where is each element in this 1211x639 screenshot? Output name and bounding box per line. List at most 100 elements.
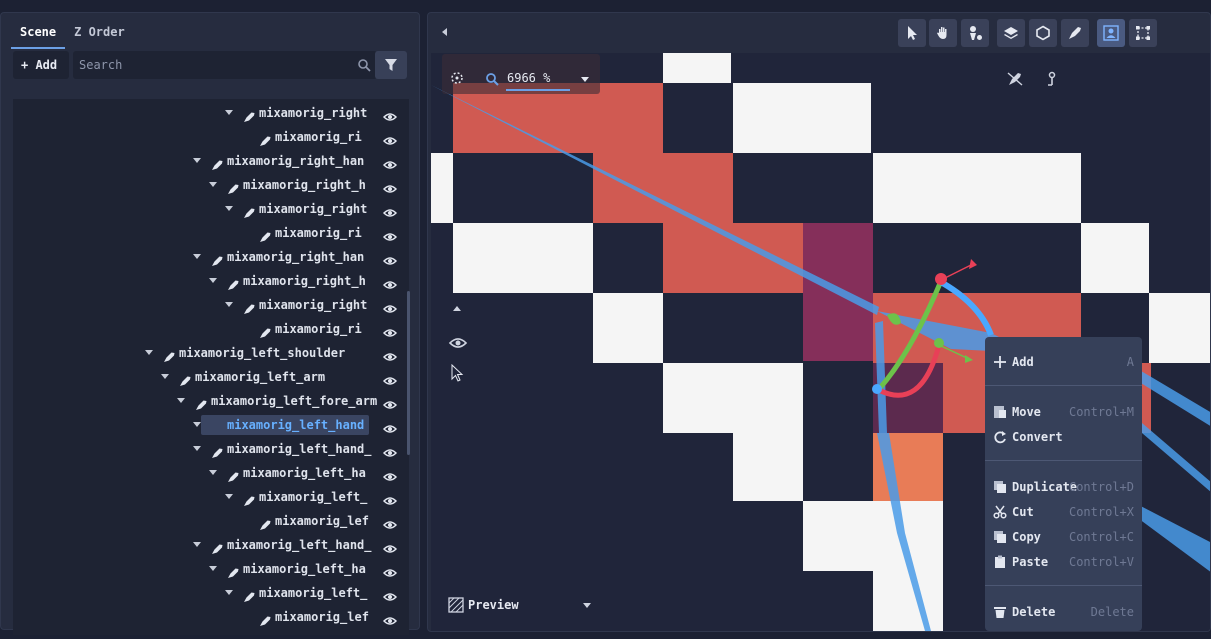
visibility-eye-icon[interactable] <box>382 275 398 289</box>
tree-row[interactable]: mixamorig_left_hand_ <box>13 533 409 557</box>
tree-row-label: mixamorig_right <box>259 202 368 216</box>
expand-arrow-icon[interactable] <box>193 422 201 427</box>
tree-row-label: mixamorig_ri <box>275 226 362 240</box>
expand-arrow-icon[interactable] <box>225 110 233 115</box>
expand-arrow-icon[interactable] <box>209 566 217 571</box>
menu-separator <box>985 460 1142 461</box>
expand-arrow-icon[interactable] <box>161 374 169 379</box>
visibility-eye-icon[interactable] <box>382 515 398 529</box>
tree-row[interactable]: mixamorig_lef <box>13 509 409 533</box>
visibility-eye-icon[interactable] <box>382 299 398 313</box>
visibility-eye-icon[interactable] <box>382 371 398 385</box>
tree-row[interactable]: mixamorig_ri <box>13 125 409 149</box>
bone-visibility-button[interactable] <box>1006 71 1024 87</box>
visibility-eye-icon[interactable] <box>382 131 398 145</box>
visibility-eye-icon[interactable] <box>382 251 398 265</box>
menu-item-convert[interactable]: Convert <box>993 426 1134 448</box>
menu-item-copy[interactable]: Copy Control+C <box>993 526 1134 548</box>
skeleton-view-tool-button[interactable] <box>1097 19 1125 47</box>
visibility-eye-icon[interactable] <box>382 227 398 241</box>
expand-arrow-icon[interactable] <box>193 158 201 163</box>
zoom-input[interactable]: 6966 % <box>507 71 551 85</box>
tree-row[interactable]: mixamorig_left_arm <box>13 365 409 389</box>
expand-arrow-icon[interactable] <box>209 182 217 187</box>
visibility-eye-icon[interactable] <box>382 419 398 433</box>
visibility-eye-icon[interactable] <box>382 587 398 601</box>
tree-row[interactable]: mixamorig_right_han <box>13 245 409 269</box>
visibility-eye-icon[interactable] <box>382 155 398 169</box>
tree-row[interactable]: mixamorig_lef <box>13 605 409 629</box>
bone-icon <box>259 131 272 146</box>
collapse-arrow-icon[interactable] <box>442 28 447 36</box>
rig-tool-button[interactable] <box>1061 19 1089 47</box>
ik-handle-button[interactable] <box>1044 71 1060 87</box>
expand-arrow-icon[interactable] <box>225 590 233 595</box>
visibility-eye-icon[interactable] <box>382 491 398 505</box>
tree-row[interactable]: mixamorig_left_ha <box>13 557 409 581</box>
expand-arrow-icon[interactable] <box>145 350 153 355</box>
transform-tool-button[interactable] <box>1129 19 1157 47</box>
tree-row[interactable]: mixamorig_left_ <box>13 581 409 605</box>
tree-row[interactable]: mixamorig_ri <box>13 317 409 341</box>
expand-arrow-icon[interactable] <box>225 494 233 499</box>
tree-row[interactable]: mixamorig_ri <box>13 221 409 245</box>
search-input[interactable]: Search <box>73 51 377 79</box>
tree-row-label: mixamorig_lef <box>275 514 369 528</box>
visibility-eye-icon[interactable] <box>382 203 398 217</box>
tree-row[interactable]: mixamorig_right <box>13 101 409 125</box>
tree-row[interactable]: mixamorig_left_shoulder <box>13 341 409 365</box>
tree-row[interactable]: mixamorig_left_ha <box>13 461 409 485</box>
tree-row-label: mixamorig_left_fore_arm <box>211 394 378 408</box>
layers-tool-button[interactable] <box>997 19 1025 47</box>
menu-item-add[interactable]: Add A <box>993 351 1134 373</box>
tab-scene[interactable]: Scene <box>11 21 66 49</box>
tree-row[interactable]: mixamorig_left_ <box>13 485 409 509</box>
recenter-button[interactable] <box>446 67 468 89</box>
visibility-eye-icon[interactable] <box>382 443 398 457</box>
tree-row[interactable]: mixamorig_right <box>13 197 409 221</box>
visibility-button[interactable] <box>448 335 468 351</box>
visibility-eye-icon[interactable] <box>382 539 398 553</box>
visibility-eye-icon[interactable] <box>382 323 398 337</box>
viewport-toolbar <box>428 13 1210 53</box>
tree-row[interactable]: mixamorig_left_fore_arm <box>13 389 409 413</box>
expand-arrow-icon[interactable] <box>225 302 233 307</box>
tree-row[interactable]: mixamorig_right_h <box>13 173 409 197</box>
chevron-up-icon[interactable] <box>453 306 461 311</box>
menu-item-delete[interactable]: Delete Delete <box>993 601 1134 623</box>
expand-arrow-icon[interactable] <box>193 254 201 259</box>
add-node-button[interactable]: + Add <box>13 51 69 79</box>
tree-scrollbar[interactable] <box>407 291 410 455</box>
filter-button[interactable] <box>375 51 407 79</box>
visibility-eye-icon[interactable] <box>382 563 398 577</box>
pan-tool-button[interactable] <box>929 19 957 47</box>
select-tool-button[interactable] <box>898 19 926 47</box>
zoom-dropdown-icon[interactable] <box>581 77 589 82</box>
visibility-eye-icon[interactable] <box>382 179 398 193</box>
expand-arrow-icon[interactable] <box>193 542 201 547</box>
tree-row-selected[interactable]: mixamorig_left_hand <box>13 413 409 437</box>
visibility-eye-icon[interactable] <box>382 347 398 361</box>
expand-arrow-icon[interactable] <box>193 446 201 451</box>
expand-arrow-icon[interactable] <box>177 398 185 403</box>
tree-row[interactable]: mixamorig_right <box>13 293 409 317</box>
tree-row[interactable]: mixamorig_left_hand_ <box>13 437 409 461</box>
preview-control[interactable]: Preview <box>448 595 598 615</box>
tab-z-order[interactable]: Z Order <box>74 25 125 39</box>
visibility-eye-icon[interactable] <box>382 395 398 409</box>
expand-arrow-icon[interactable] <box>209 278 217 283</box>
menu-item-cut[interactable]: Cut Control+X <box>993 501 1134 523</box>
visibility-eye-icon[interactable] <box>382 611 398 625</box>
polygon-tool-button[interactable] <box>1029 19 1057 47</box>
menu-item-move[interactable]: Move Control+M <box>993 401 1134 423</box>
tree-row[interactable]: mixamorig_right_han <box>13 149 409 173</box>
mouse-cursor <box>451 363 465 386</box>
expand-arrow-icon[interactable] <box>225 206 233 211</box>
menu-item-duplicate[interactable]: Duplicate Control+D <box>993 476 1134 498</box>
visibility-eye-icon[interactable] <box>382 467 398 481</box>
menu-item-paste[interactable]: Paste Control+V <box>993 551 1134 573</box>
expand-arrow-icon[interactable] <box>209 470 217 475</box>
bone-tool-button[interactable] <box>961 19 989 47</box>
tree-row[interactable]: mixamorig_right_h <box>13 269 409 293</box>
visibility-eye-icon[interactable] <box>382 107 398 121</box>
